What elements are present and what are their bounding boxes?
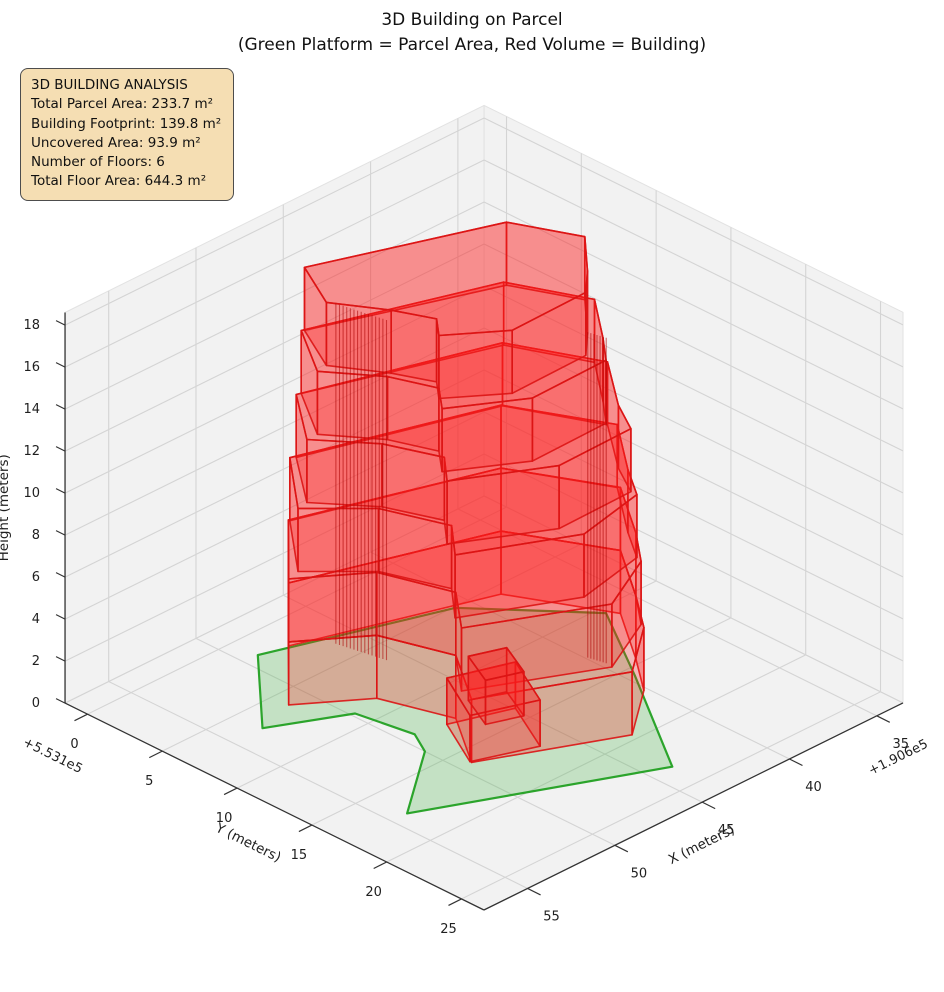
axis-text: 5 bbox=[145, 774, 153, 789]
axis-text: 20 bbox=[365, 885, 382, 900]
axis-text: 10 bbox=[216, 811, 233, 826]
analysis-info-box: 3D BUILDING ANALYSIS Total Parcel Area: … bbox=[20, 68, 235, 201]
axis-text: 6 bbox=[32, 570, 40, 585]
axis-spines bbox=[55, 312, 904, 911]
axis-text: 0 bbox=[70, 737, 78, 752]
axis-text: 55 bbox=[543, 909, 560, 924]
axis-text: 2 bbox=[32, 654, 40, 669]
chart-title: 3D Building on Parcel (Green Platform = … bbox=[0, 8, 944, 58]
axis-text: 50 bbox=[631, 866, 648, 881]
axis-text: 45 bbox=[718, 823, 735, 838]
edge-bundles bbox=[335, 303, 607, 664]
chart-title-line1: 3D Building on Parcel bbox=[381, 10, 563, 30]
building-annex-1 bbox=[446, 661, 541, 763]
axis-text: 16 bbox=[23, 360, 40, 375]
axis-text: 10 bbox=[23, 486, 40, 501]
x-axis-label: X (meters) bbox=[666, 822, 737, 868]
axis-text: 12 bbox=[23, 444, 40, 459]
parcel-polygon bbox=[256, 606, 674, 815]
building-floor-6 bbox=[303, 221, 589, 400]
info-line-uncovered: Uncovered Area: 93.9 m² bbox=[31, 134, 201, 151]
info-line-floor-area: Total Floor Area: 644.3 m² bbox=[31, 173, 207, 190]
axis-text: 15 bbox=[291, 848, 308, 863]
axis-text: 0 bbox=[32, 696, 40, 711]
building-floor-4 bbox=[295, 342, 632, 545]
tick-labels: 35 40 45 50 55 0 5 10 15 20 25 0 2 4 6 8 10 12 14 16 18 bbox=[23, 318, 909, 937]
axis-text: 25 bbox=[440, 922, 457, 937]
info-line-parcel-area: Total Parcel Area: 233.7 m² bbox=[31, 96, 214, 113]
axis-text: 14 bbox=[23, 402, 40, 417]
info-line-heading: 3D BUILDING ANALYSIS bbox=[31, 77, 188, 93]
axis-text: 35 bbox=[892, 737, 909, 752]
building-annex-2 bbox=[467, 646, 525, 726]
axis-text: 4 bbox=[32, 612, 40, 627]
axis-text: 40 bbox=[805, 780, 822, 795]
info-line-floors: Number of Floors: 6 bbox=[31, 154, 165, 171]
info-line-footprint: Building Footprint: 139.8 m² bbox=[31, 115, 222, 132]
axis-text: 8 bbox=[32, 528, 40, 543]
z-axis-label: Height (meters) bbox=[0, 454, 12, 561]
chart-title-line2: (Green Platform = Parcel Area, Red Volum… bbox=[237, 35, 707, 55]
axis-text: 18 bbox=[23, 318, 40, 333]
y-axis-label: Y (meters) bbox=[212, 820, 283, 866]
